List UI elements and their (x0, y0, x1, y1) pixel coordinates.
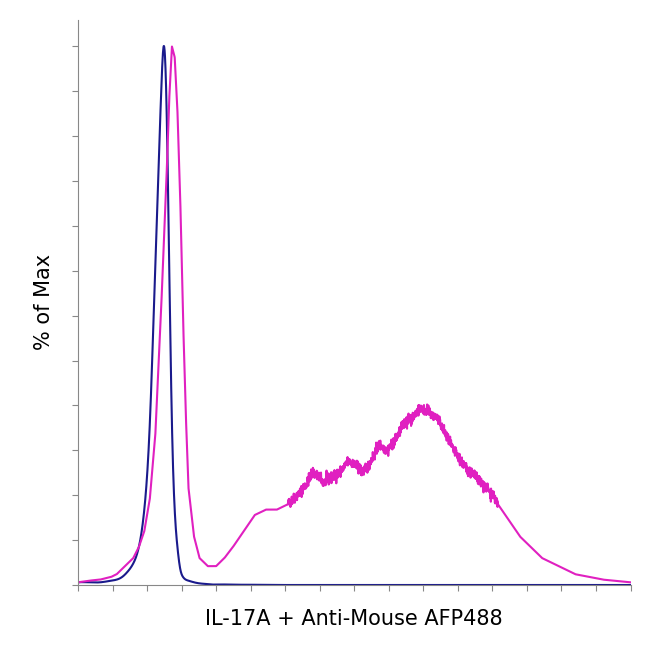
Y-axis label: % of Max: % of Max (34, 254, 54, 350)
X-axis label: IL-17A + Anti-Mouse AFP488: IL-17A + Anti-Mouse AFP488 (205, 609, 503, 629)
